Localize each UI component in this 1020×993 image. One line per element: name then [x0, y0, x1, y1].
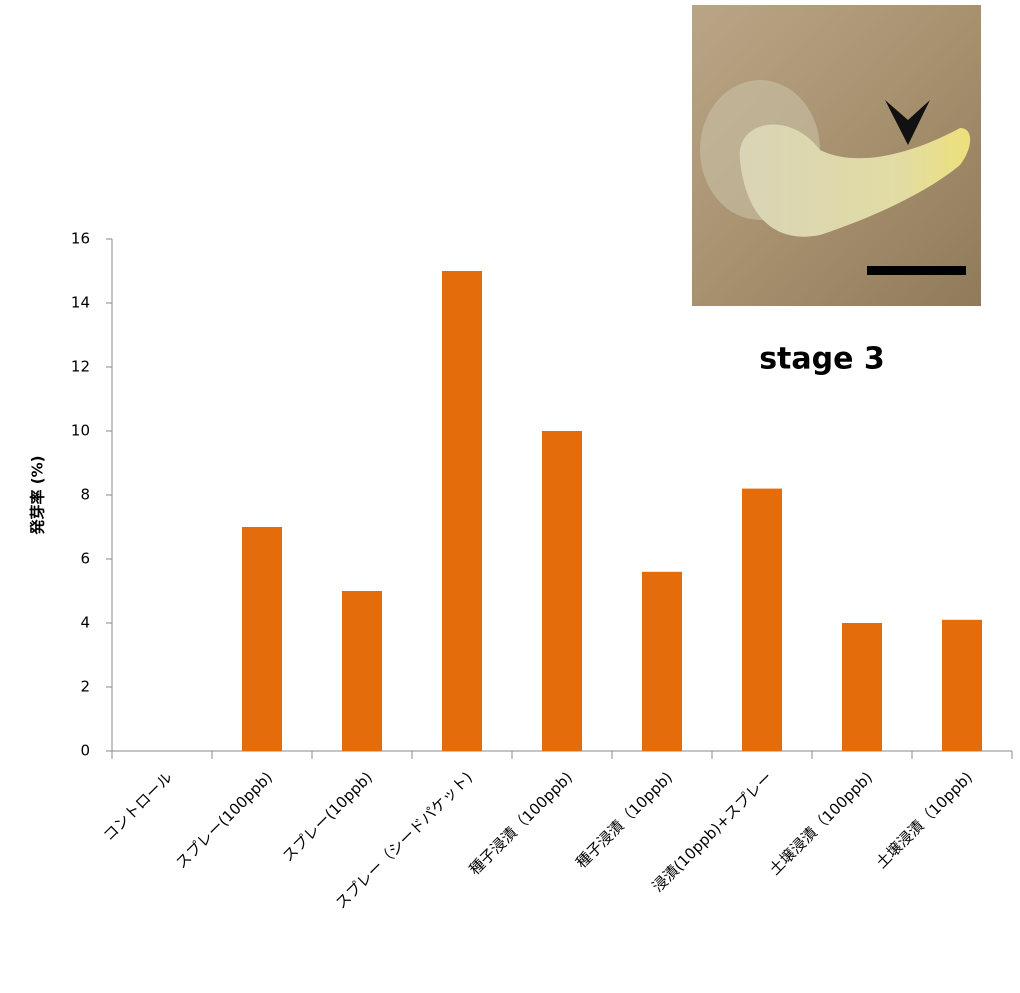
- y-tick-label: 10: [71, 422, 90, 440]
- bar: [442, 271, 482, 751]
- x-tick-label: 種子浸漬（10ppb): [572, 768, 676, 872]
- photo-inset: [692, 5, 981, 306]
- annotation: stage 3: [759, 342, 885, 377]
- x-tick-label: スプレー(10ppb): [279, 768, 376, 865]
- bar: [742, 489, 782, 751]
- x-tick-label: スプレー(100ppb): [172, 768, 276, 872]
- x-tick-label: 土壌浸漬（100ppb): [766, 768, 876, 878]
- y-tick-label: 8: [80, 486, 90, 504]
- x-tick-label: コントロール: [100, 768, 176, 844]
- y-tick-label: 6: [80, 550, 90, 568]
- page: {"chart_data": {"type": "bar", "y_label"…: [0, 0, 1020, 993]
- chart: stage 3 発芽率 (%) 0246810121416コントロールスプレー(…: [0, 0, 1020, 989]
- x-tick-label: 土壌浸漬（10ppb): [872, 768, 976, 872]
- y-tick-label: 4: [80, 614, 90, 632]
- bar: [942, 620, 982, 751]
- y-tick-label: 12: [71, 358, 90, 376]
- y-tick-label: 2: [80, 678, 90, 696]
- y-tick-label: 0: [80, 742, 90, 760]
- bar: [342, 591, 382, 751]
- y-axis-label: 発芽率 (%): [29, 456, 47, 536]
- y-tick-label: 14: [71, 294, 90, 312]
- bar: [242, 527, 282, 751]
- bar: [842, 623, 882, 751]
- bar: [642, 572, 682, 751]
- x-tick-label: 種子浸漬（100ppb): [466, 768, 576, 878]
- bar: [542, 431, 582, 751]
- y-tick-label: 16: [71, 230, 90, 248]
